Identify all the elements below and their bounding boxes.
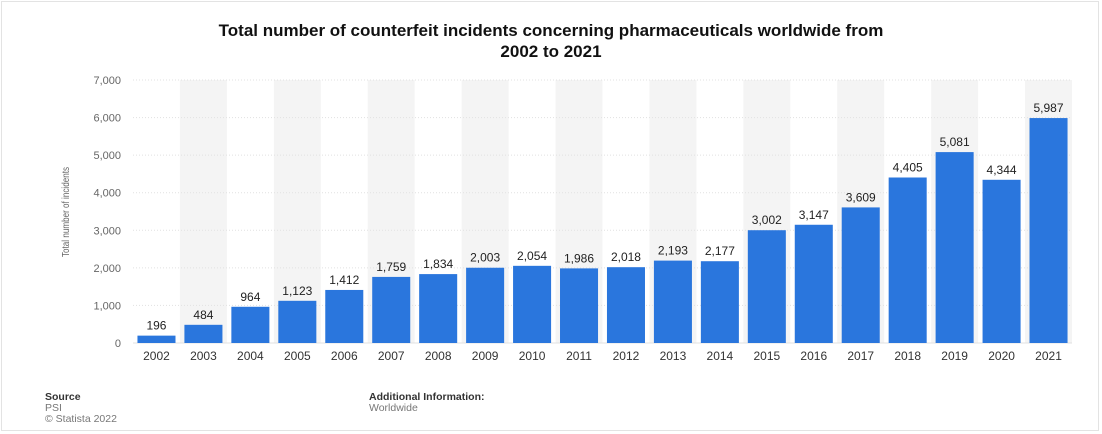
x-tick-label: 2007 <box>378 349 405 363</box>
bar-value-label: 3,002 <box>752 213 782 227</box>
chart-title-line-2: 2002 to 2021 <box>500 42 602 61</box>
y-tick-label: 3,000 <box>93 225 121 237</box>
x-tick-label: 2013 <box>660 349 687 363</box>
y-tick-label: 0 <box>115 338 121 350</box>
bar-value-label: 1,986 <box>564 251 594 265</box>
bar-value-label: 196 <box>146 319 166 333</box>
x-tick-label: 2012 <box>613 349 640 363</box>
x-tick-label: 2004 <box>237 349 264 363</box>
additional-info-value: Worldwide <box>369 402 418 414</box>
bar <box>653 260 692 343</box>
bar-value-label: 2,003 <box>470 251 500 265</box>
bar <box>1029 118 1068 343</box>
bar-value-label: 2,193 <box>658 244 688 258</box>
y-tick-label: 7,000 <box>93 75 121 87</box>
x-tick-label: 2003 <box>190 349 217 363</box>
x-tick-label: 2006 <box>331 349 358 363</box>
additional-info-heading: Additional Information: <box>369 391 485 403</box>
x-tick-label: 2015 <box>753 349 780 363</box>
bar <box>184 324 223 343</box>
bar-value-label: 964 <box>240 290 260 304</box>
y-tick-label: 2,000 <box>93 263 121 275</box>
bar <box>606 267 645 343</box>
x-tick-label: 2021 <box>1035 349 1062 363</box>
bar <box>372 276 411 343</box>
bar-value-label: 2,018 <box>611 250 641 264</box>
bar <box>137 335 176 343</box>
y-tick-label: 6,000 <box>93 113 121 125</box>
y-axis-label: Total number of incidents <box>60 167 72 257</box>
x-tick-label: 2005 <box>284 349 311 363</box>
bar-value-label: 484 <box>193 308 213 322</box>
source-heading: Source <box>45 391 81 403</box>
x-tick-label: 2018 <box>894 349 921 363</box>
bar-value-label: 1,123 <box>282 284 312 298</box>
x-tick-label: 2016 <box>800 349 827 363</box>
chart-title-line-1: Total number of counterfeit incidents co… <box>218 21 884 40</box>
background-band <box>179 80 227 343</box>
additional-info-block: Additional Information: Worldwide <box>369 392 485 414</box>
bar <box>794 224 833 343</box>
bar-value-label: 2,177 <box>705 244 735 258</box>
bar <box>278 300 317 343</box>
bar-value-label: 4,405 <box>893 160 923 174</box>
chart-title: Total number of counterfeit incidents co… <box>0 20 1102 62</box>
bar <box>747 230 786 343</box>
x-tick-label: 2019 <box>941 349 968 363</box>
bar <box>841 207 880 343</box>
bar <box>560 268 599 343</box>
bar <box>231 306 270 343</box>
bar <box>466 267 505 343</box>
bar <box>935 152 974 343</box>
bar <box>419 274 458 343</box>
x-tick-label: 2002 <box>143 349 170 363</box>
x-tick-label: 2011 <box>566 349 592 363</box>
copyright-text: © Statista 2022 <box>45 413 117 425</box>
x-tick-label: 2020 <box>988 349 1015 363</box>
y-tick-label: 1,000 <box>93 300 121 312</box>
x-tick-label: 2010 <box>519 349 546 363</box>
bar-value-label: 1,834 <box>423 257 453 271</box>
bar-value-label: 2,054 <box>517 249 547 263</box>
x-tick-label: 2009 <box>472 349 499 363</box>
x-tick-label: 2017 <box>847 349 874 363</box>
bar-value-label: 1,759 <box>376 260 406 274</box>
bar-value-label: 1,412 <box>329 273 359 287</box>
bar-value-label: 5,987 <box>1034 101 1064 115</box>
bar-value-label: 4,344 <box>987 163 1017 177</box>
bar <box>982 179 1021 343</box>
y-tick-label: 5,000 <box>93 150 121 162</box>
source-name[interactable]: PSI <box>45 402 62 414</box>
bar <box>513 265 552 343</box>
bar-value-label: 3,609 <box>846 190 876 204</box>
x-tick-label: 2014 <box>707 349 734 363</box>
x-tick-label: 2008 <box>425 349 452 363</box>
bar <box>700 261 739 343</box>
y-tick-label: 4,000 <box>93 188 121 200</box>
source-block: Source PSI © Statista 2022 <box>45 392 117 425</box>
bar <box>325 289 364 343</box>
bar-value-label: 3,147 <box>799 208 829 222</box>
bar-value-label: 5,081 <box>940 135 970 149</box>
background-band <box>273 80 321 343</box>
bar <box>888 177 927 343</box>
